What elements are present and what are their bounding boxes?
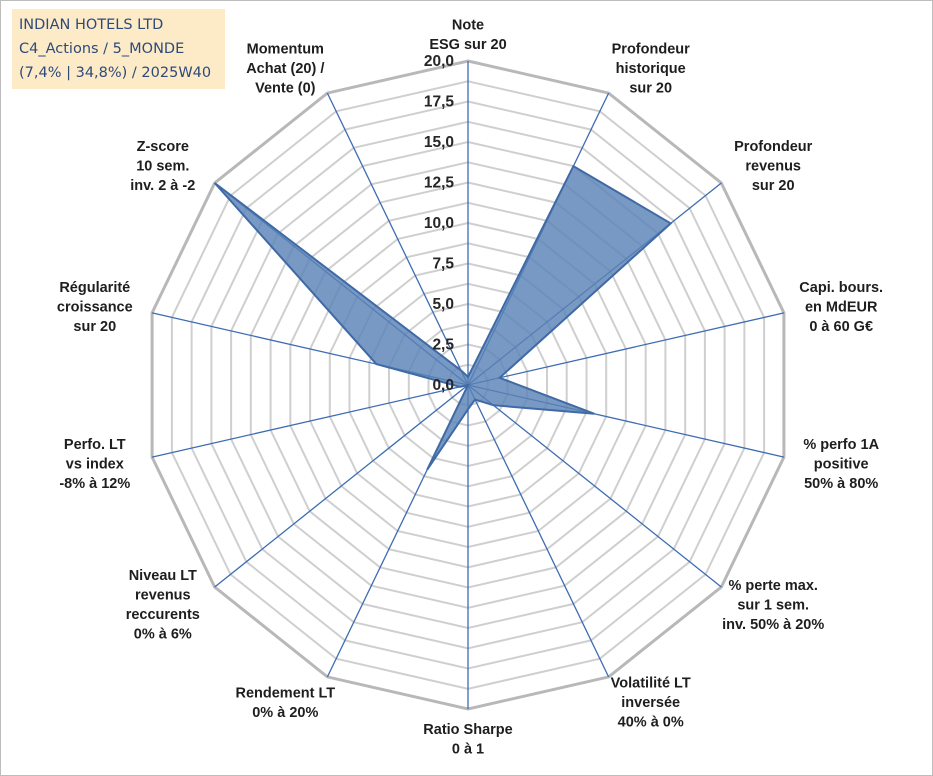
tick-label: 15,0 bbox=[424, 134, 454, 151]
spoke-4 bbox=[467, 312, 785, 386]
spoke-6 bbox=[467, 384, 722, 588]
axis-label-10: Niveau LT revenus reccurents 0% à 6% bbox=[126, 568, 200, 643]
info-box: INDIAN HOTELS LTD C4_Actions / 5_MONDE (… bbox=[12, 9, 225, 89]
spoke-14 bbox=[326, 92, 469, 386]
axis-label-14: Momentum Achat (20) / Vente (0) bbox=[246, 41, 324, 96]
info-category: C4_Actions / 5_MONDE bbox=[19, 41, 185, 57]
axis-label-1: Note ESG sur 20 bbox=[429, 18, 506, 54]
axis-label-4: Capi. bours. en MdEUR 0 à 60 G€ bbox=[799, 280, 883, 335]
tick-label: 20,0 bbox=[424, 53, 454, 70]
tick-label: 12,5 bbox=[424, 175, 455, 192]
axis-label-11: Perfo. LT vs index -8% à 12% bbox=[59, 437, 130, 492]
axis-label-8: Ratio Sharpe 0 à 1 bbox=[423, 722, 512, 758]
radar-axis-labels: Note ESG sur 20 Profondeur historique sur 20… bbox=[57, 18, 883, 758]
axis-label-9: Rendement LT 0% à 20% bbox=[235, 685, 335, 721]
spoke-10 bbox=[214, 384, 469, 588]
tick-label: 2,5 bbox=[432, 337, 454, 354]
series-area bbox=[213, 164, 673, 471]
axis-label-12: Régularité croissance sur 20 bbox=[57, 280, 133, 335]
info-title: INDIAN HOTELS LTD bbox=[19, 17, 164, 33]
tick-label: 10,0 bbox=[424, 215, 454, 232]
tick-label: 7,5 bbox=[432, 256, 454, 273]
axis-label-13: Z-score 10 sem. inv. 2 à -2 bbox=[130, 139, 195, 194]
tick-label: 0,0 bbox=[432, 377, 454, 394]
spoke-7 bbox=[467, 384, 610, 678]
axis-label-7: Volatilité LT inversée 40% à 0% bbox=[611, 676, 691, 731]
spoke-11 bbox=[151, 384, 469, 458]
tick-label: 5,0 bbox=[432, 296, 454, 313]
tick-label: 17,5 bbox=[424, 94, 455, 111]
axis-label-6: % perte max. sur 1 sem. inv. 50% à 20% bbox=[722, 578, 824, 633]
axis-label-3: Profondeur revenus sur 20 bbox=[734, 139, 812, 194]
radar-series bbox=[213, 164, 673, 471]
radar-tick-labels: 0,0 2,5 5,0 7,5 10,0 12,5 15,0 17,5 20,0 bbox=[424, 53, 455, 394]
axis-label-5: % perfo 1A positive 50% à 80% bbox=[803, 437, 879, 492]
axis-label-2: Profondeur historique sur 20 bbox=[612, 41, 690, 96]
info-stats: (7,4% | 34,8%) / 2025W40 bbox=[19, 65, 212, 81]
